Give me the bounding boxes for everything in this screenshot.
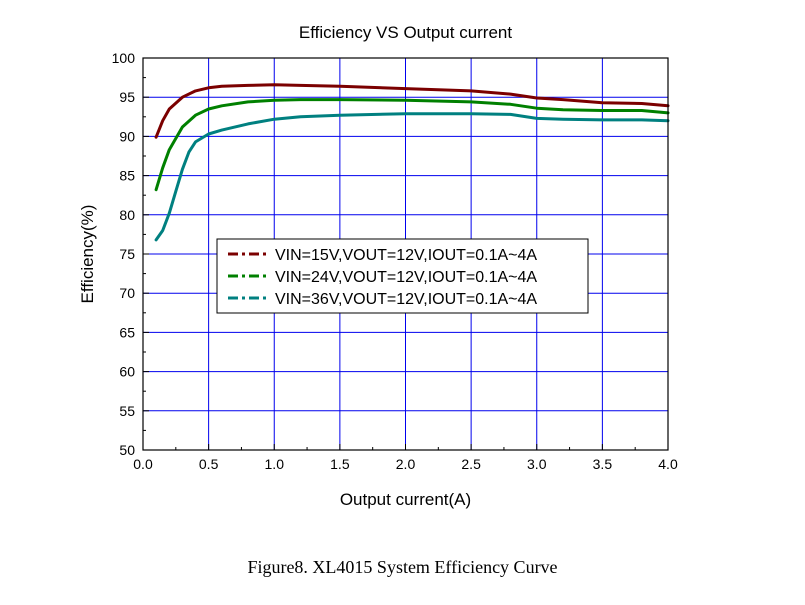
legend-label: VIN=24V,VOUT=12V,IOUT=0.1A~4A — [275, 269, 537, 286]
series-line-2 — [154, 98, 670, 192]
legend: VIN=15V,VOUT=12V,IOUT=0.1A~4A VIN=24V,VOU… — [216, 238, 589, 314]
y-tick-label: 60 — [119, 364, 135, 380]
y-tick-label: 75 — [119, 246, 135, 262]
x-axis-title: Output current(A) — [340, 490, 471, 509]
x-tick-label: 4.0 — [658, 456, 678, 472]
y-tick-label: 55 — [119, 403, 135, 419]
figure-caption: Figure8. XL4015 System Efficiency Curve — [247, 557, 558, 577]
x-tick-label: 1.5 — [330, 456, 350, 472]
x-tick-label: 1.0 — [265, 456, 285, 472]
efficiency-chart: Efficiency VS Output current 0.0 0.5 1.0 1.… — [78, 23, 678, 509]
y-tick-label: 85 — [119, 168, 135, 184]
series-line-1 — [154, 83, 670, 139]
y-tick-label: 65 — [119, 324, 135, 340]
x-tick-label: 2.5 — [461, 456, 481, 472]
y-tick-label: 100 — [112, 50, 136, 66]
y-tick-label: 50 — [119, 442, 135, 458]
y-tick-label: 80 — [119, 207, 135, 223]
series-lines — [154, 83, 670, 242]
y-axis-title: Efficiency(%) — [78, 205, 97, 304]
y-tick-label: 70 — [119, 285, 135, 301]
y-tick-label: 90 — [119, 128, 135, 144]
series-line-3 — [154, 112, 670, 242]
legend-label: VIN=36V,VOUT=12V,IOUT=0.1A~4A — [275, 291, 537, 308]
x-tick-label: 3.0 — [527, 456, 547, 472]
x-tick-label: 0.5 — [199, 456, 219, 472]
legend-label: VIN=15V,VOUT=12V,IOUT=0.1A~4A — [275, 247, 537, 264]
x-tick-label: 2.0 — [396, 456, 416, 472]
x-tick-label: 0.0 — [133, 456, 153, 472]
chart-title: Efficiency VS Output current — [299, 23, 513, 42]
x-tick-label: 3.5 — [593, 456, 613, 472]
axis-ticks: 0.0 0.5 1.0 1.5 2.0 2.5 3.0 3.5 4.0 50 55 60 65 70 75 8… — [112, 50, 678, 472]
y-tick-label: 95 — [119, 89, 135, 105]
legend-box — [216, 238, 589, 314]
